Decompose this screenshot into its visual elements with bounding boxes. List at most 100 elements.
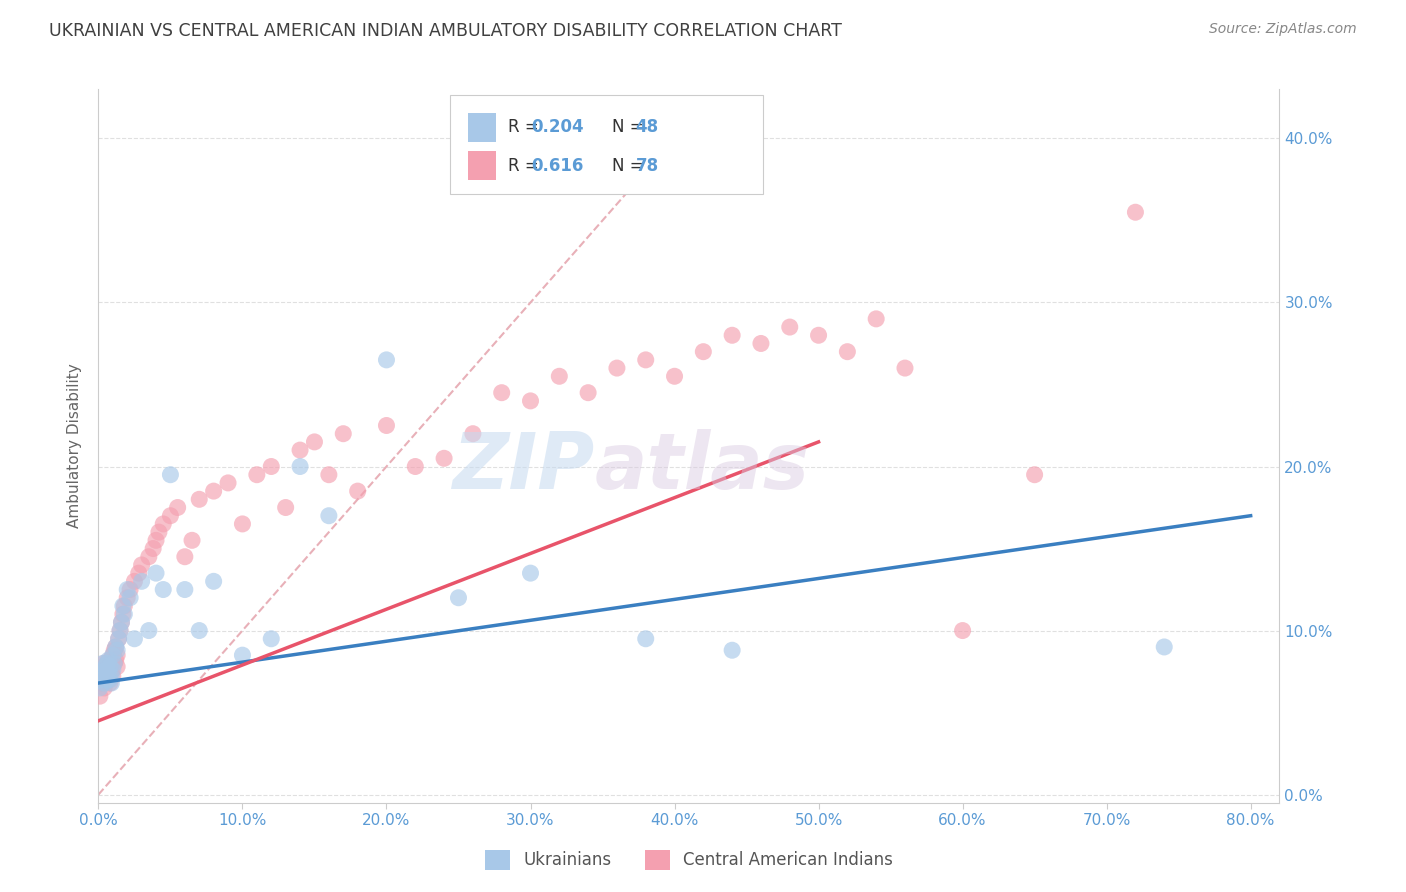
Point [131,574,153,589]
Point [274,500,297,515]
Point [98,673,121,687]
Point [94,669,117,683]
Point [202,574,225,589]
Point [173,582,195,597]
Point [100,669,122,683]
Point [519,393,541,408]
Point [101,648,124,662]
Point [97,659,120,673]
Point [865,311,887,326]
Point [108,624,131,638]
Point [142,541,165,556]
Point [104,653,127,667]
Point [375,418,398,433]
Point [112,607,135,622]
Point [807,328,830,343]
Point [98,676,121,690]
Point [120,591,142,605]
Point [101,663,124,677]
Point [107,632,129,646]
Point [115,591,138,605]
Point [111,599,134,613]
Text: atlas: atlas [595,429,810,506]
Point [128,566,150,581]
Point [519,566,541,581]
Text: N =: N = [613,157,650,175]
Point [664,369,686,384]
Point [131,558,153,572]
Point [100,676,122,690]
Point [105,648,128,662]
Point [288,443,311,458]
Point [89,689,111,703]
Point [779,320,801,334]
Point [837,344,859,359]
Point [246,467,269,482]
Point [145,566,167,581]
Point [152,516,174,531]
Point [217,475,239,490]
Point [404,459,426,474]
Point [98,653,121,667]
Y-axis label: Ambulatory Disability: Ambulatory Disability [67,364,83,528]
Point [576,385,599,400]
Point [105,643,128,657]
Point [101,669,124,683]
Text: N =: N = [613,118,650,136]
Point [90,676,112,690]
Point [304,434,326,449]
Point [260,632,283,646]
Point [152,582,174,597]
Point [461,426,484,441]
Point [721,643,744,657]
Point [110,615,132,630]
Point [112,599,135,613]
Point [260,459,283,474]
Point [231,648,253,662]
Point [90,669,112,683]
Point [634,632,657,646]
Text: R =: R = [508,157,544,175]
Point [91,669,114,683]
Point [231,516,253,531]
Point [188,492,211,507]
Point [173,549,195,564]
Point [318,467,340,482]
Point [96,673,118,687]
Point [93,665,115,679]
Point [447,591,470,605]
Point [96,657,118,671]
Text: 48: 48 [636,118,658,136]
Point [138,624,160,638]
Point [111,607,134,622]
Point [93,657,115,671]
Point [159,467,181,482]
Point [181,533,204,548]
Point [721,328,744,343]
Point [97,673,120,687]
Point [100,665,122,679]
Point [332,426,354,441]
Point [108,624,131,638]
Point [90,673,112,687]
Point [107,632,129,646]
Point [1125,205,1147,219]
Text: R =: R = [508,118,544,136]
Point [138,549,160,564]
Point [188,624,211,638]
Text: ZIP: ZIP [453,429,595,506]
Text: 0.616: 0.616 [531,157,583,175]
Point [433,451,456,466]
Point [104,640,127,654]
Point [94,669,117,683]
Point [606,361,628,376]
Point [105,659,128,673]
Point [103,657,125,671]
Point [491,385,513,400]
Point [110,615,132,630]
Point [93,676,115,690]
Point [124,574,146,589]
Point [749,336,772,351]
Point [1024,467,1046,482]
Point [97,653,120,667]
